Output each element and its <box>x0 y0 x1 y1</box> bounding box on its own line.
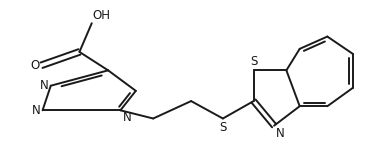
Text: N: N <box>32 104 41 117</box>
Text: N: N <box>40 79 49 92</box>
Text: N: N <box>276 127 285 140</box>
Text: S: S <box>219 121 226 134</box>
Text: N: N <box>122 111 131 124</box>
Text: S: S <box>250 55 257 68</box>
Text: O: O <box>30 59 40 72</box>
Text: OH: OH <box>93 9 111 22</box>
